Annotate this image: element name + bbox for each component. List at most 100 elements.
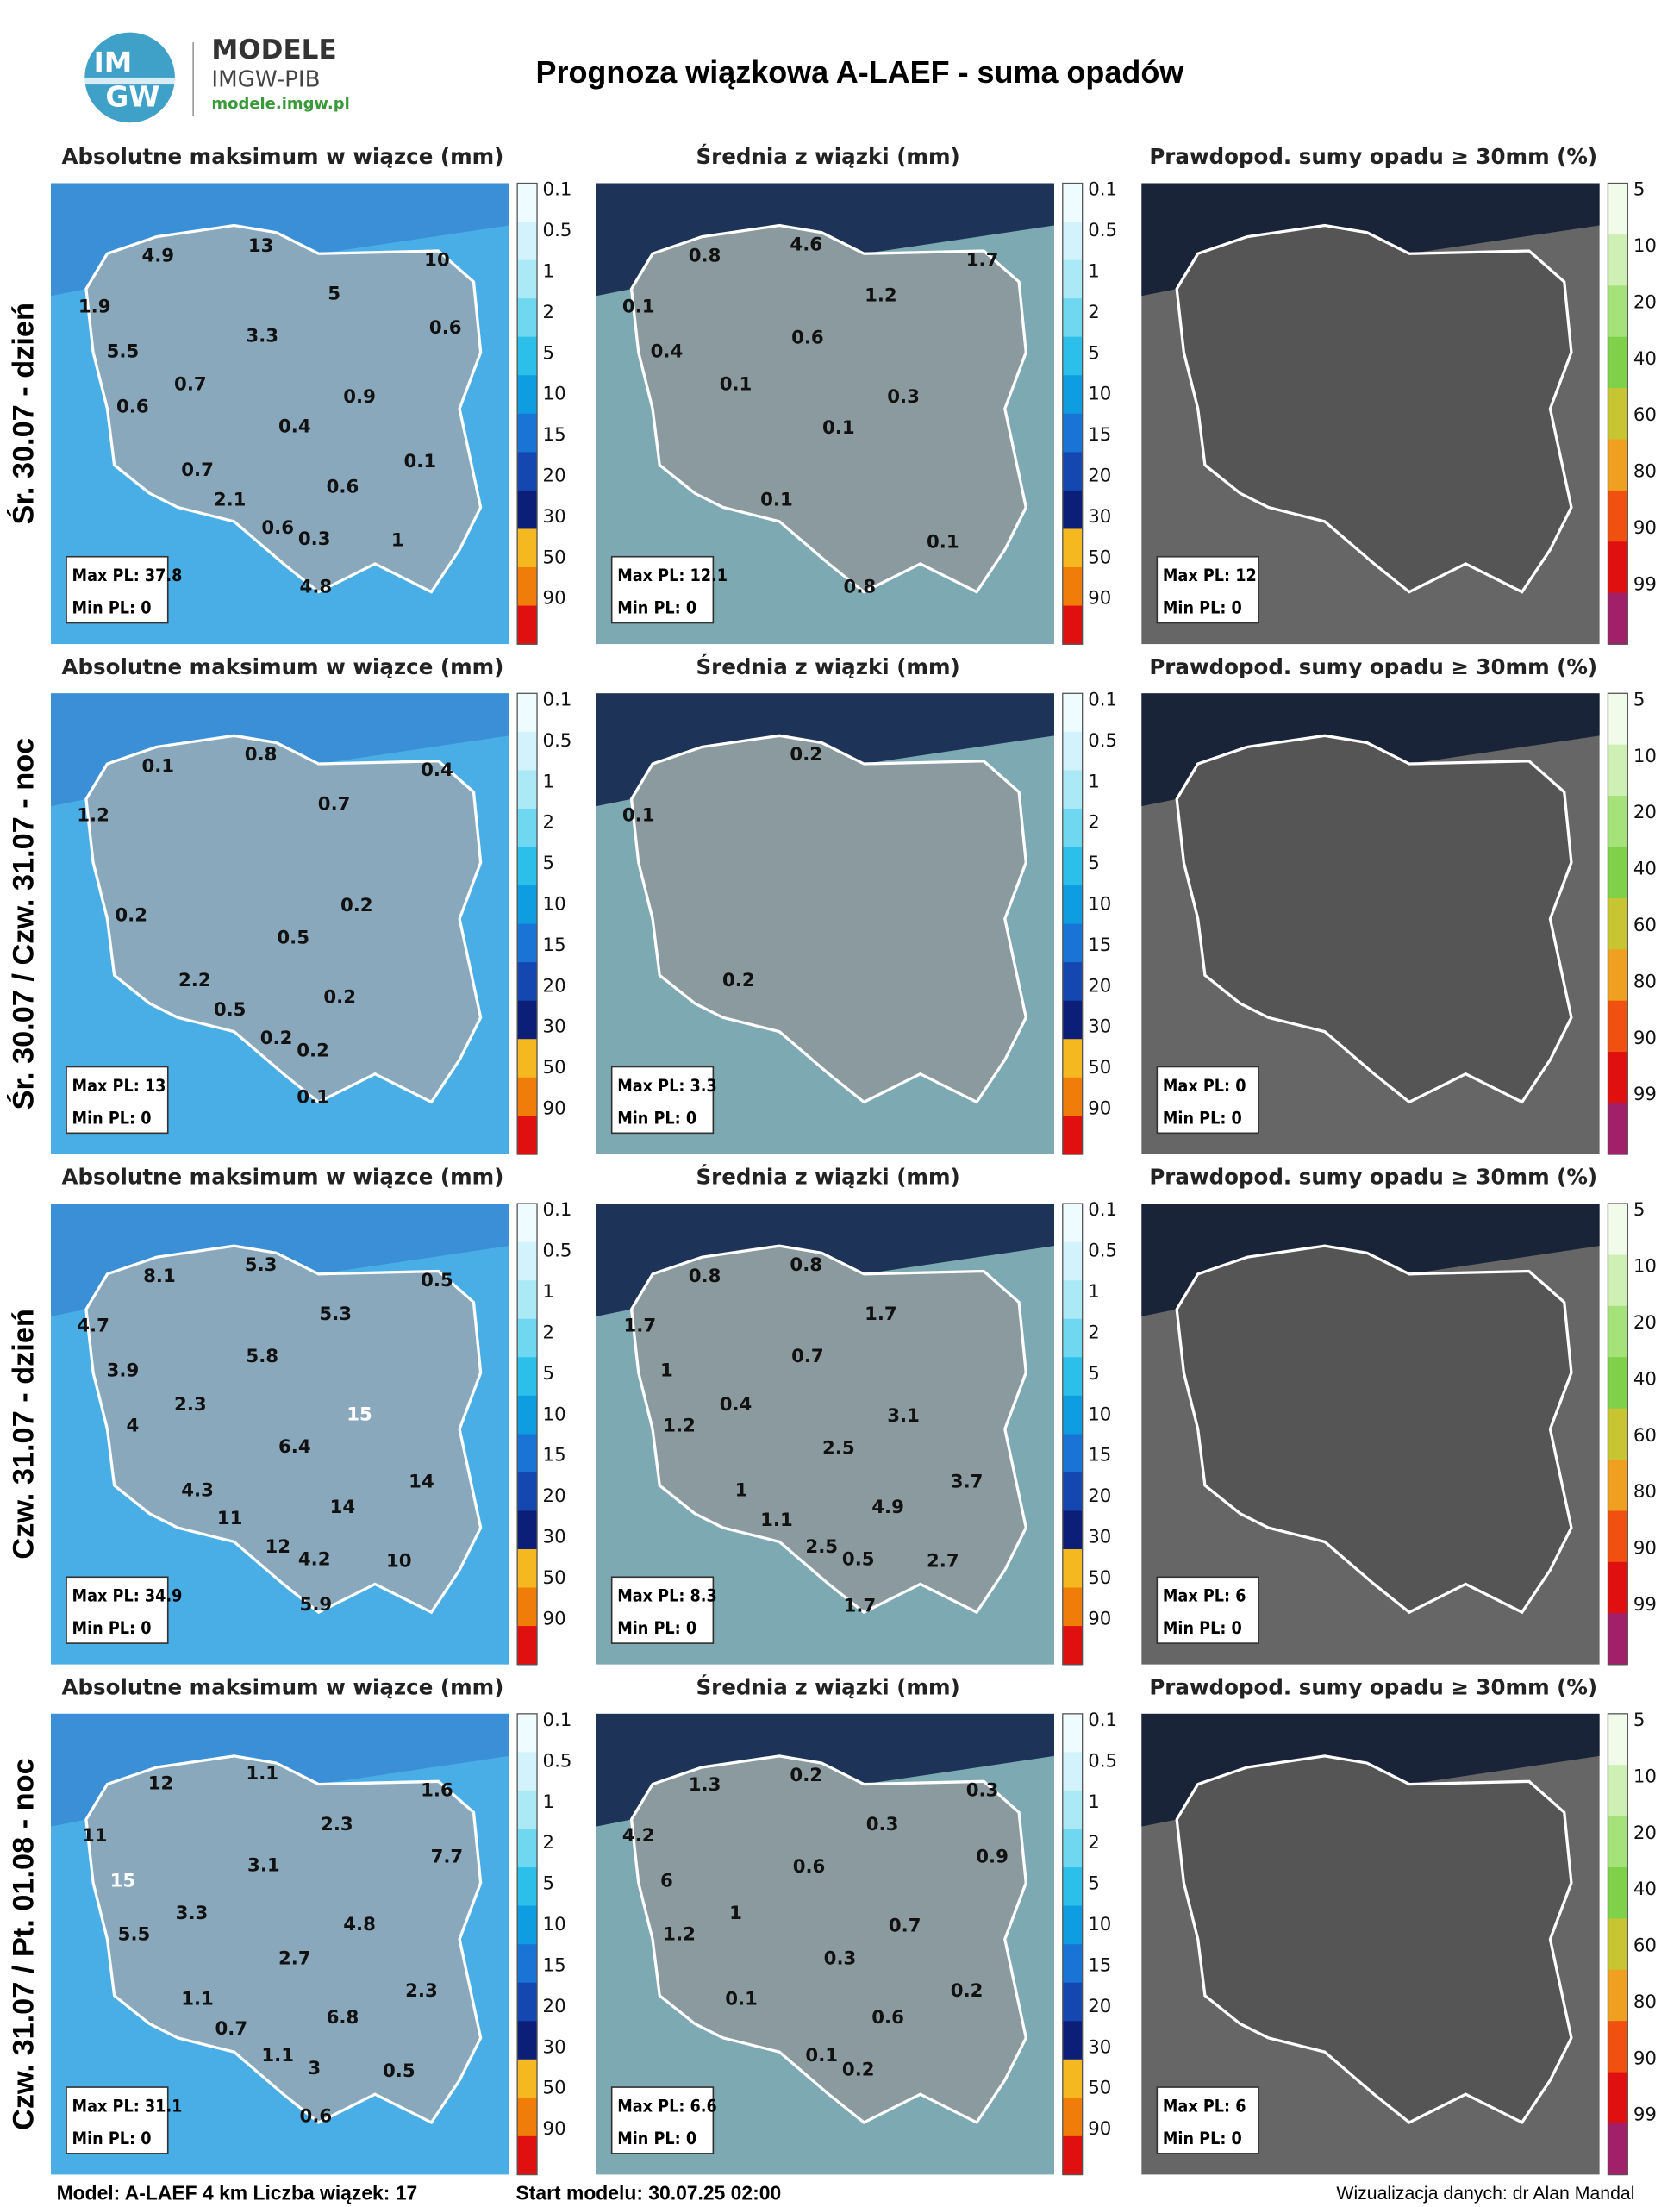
map-value: 0.7	[215, 2018, 247, 2040]
min-pl: Min PL: 0	[617, 598, 696, 618]
colorbar-label: 20	[1088, 1996, 1111, 2017]
colorbar-segment	[1608, 1052, 1628, 1104]
poland	[84, 1754, 483, 2125]
poland	[629, 734, 1028, 1104]
colorbar-segment	[517, 923, 538, 963]
colorbar-segment	[517, 413, 538, 453]
colorbar-segment	[1608, 1613, 1628, 1666]
min-pl: Min PL: 0	[72, 2129, 152, 2148]
colorbar-segment	[1062, 605, 1083, 645]
colorbar-label: 80	[1633, 1991, 1657, 2013]
footer-credit: Wizualizacja danych: dr Alan Mandal	[1336, 2183, 1634, 2204]
map-value: 2.2	[178, 970, 211, 991]
colorbar-segment	[1062, 1587, 1083, 1627]
info-box	[1156, 1576, 1259, 1644]
map-value: 3.3	[246, 326, 278, 347]
map-value: 0.1	[822, 417, 855, 439]
max-pl: Max PL: 8.3	[617, 1586, 717, 1606]
org: IMGW-PIB	[211, 67, 320, 93]
colorbar-segment	[1608, 592, 1628, 645]
colorbar-label: 90	[543, 1098, 566, 1120]
colorbar-segment	[1608, 1000, 1628, 1053]
colorbar-label: 90	[1633, 1538, 1657, 1560]
colorbar-segment	[1062, 1280, 1083, 1320]
panel-title: Absolutne maksimum w wiązce (mm)	[62, 654, 504, 679]
colorbar-frame	[1062, 692, 1084, 1155]
colorbar-segment	[517, 1867, 538, 1907]
map-value: 0.8	[689, 246, 721, 267]
colorbar-segment	[1608, 949, 1628, 1002]
panel-title: Prawdopod. sumy opadu ≥ 30mm (%)	[1149, 654, 1597, 679]
map-value: 1.1	[246, 1763, 278, 1785]
map-value: 0.8	[790, 1254, 822, 1276]
colorbar-segment	[517, 1548, 538, 1589]
colorbar-label: 10	[1088, 894, 1111, 916]
colorbar-label: 60	[1633, 1935, 1657, 1957]
map-value: 4.9	[141, 246, 174, 267]
colorbar-segment	[1062, 1548, 1083, 1589]
map-value: 15	[347, 1404, 372, 1425]
row-label: Czw. 31.07 / Pt. 01.08 - noc	[8, 1758, 41, 2130]
map-value: 0.1	[141, 755, 174, 777]
colorbar-label: 0.5	[543, 1241, 572, 1262]
map-value: 0.7	[174, 373, 207, 395]
colorbar-segment	[517, 1905, 538, 1945]
poland	[629, 1244, 1028, 1615]
map-value: 1	[735, 1480, 748, 1502]
map-value: 14	[409, 1472, 434, 1493]
map-value: 0.5	[421, 1270, 453, 1291]
info-box	[610, 1576, 715, 1644]
map-value: 2.5	[805, 1536, 838, 1558]
poland	[1175, 734, 1573, 1104]
colorbar-label: 10	[1088, 1914, 1111, 1935]
colorbar-segment	[1062, 1204, 1083, 1243]
colorbar-label: 90	[543, 2118, 566, 2140]
colorbar-segment	[517, 962, 538, 1002]
colorbar-frame	[1607, 1713, 1628, 2176]
colorbar-segment	[517, 731, 538, 772]
sea	[51, 1204, 509, 1316]
colorbar-label: 50	[1088, 547, 1111, 568]
map-value: 2.3	[405, 1980, 438, 2002]
colorbar-segment	[1062, 1510, 1083, 1550]
max-pl: Max PL: 12	[1163, 566, 1257, 585]
colorbar-segment	[1062, 298, 1083, 338]
colorbar-segment	[1062, 1626, 1083, 1666]
colorbar-label: 20	[1633, 1822, 1657, 1844]
colorbar-label: 20	[543, 466, 566, 487]
colorbar-segment	[517, 1626, 538, 1666]
colorbar-label: 10	[543, 384, 566, 405]
map-value: 5	[328, 284, 340, 305]
colorbar-segment	[1608, 1918, 1628, 1971]
colorbar-label: 10	[1633, 746, 1657, 767]
colorbar-segment	[517, 1077, 538, 1117]
info-box	[66, 1066, 169, 1135]
colorbar-segment	[517, 2059, 538, 2099]
map-value: 0.3	[824, 1948, 857, 1969]
map-value: 2.5	[822, 1438, 855, 1460]
map-value: 3.1	[247, 1854, 280, 1876]
info-box	[1156, 2086, 1259, 2154]
colorbar-segment	[1608, 2021, 1628, 2073]
colorbar-segment	[1062, 1905, 1083, 1945]
poland	[84, 1244, 483, 1615]
map-value: 1.7	[844, 1596, 877, 1617]
map-value: 8.1	[143, 1266, 176, 1287]
colorbar-segment	[1608, 2072, 1628, 2124]
map-value: 4.2	[622, 1825, 655, 1847]
colorbar-segment	[1062, 528, 1083, 568]
colorbar-segment	[1608, 490, 1628, 543]
map-value: 5.3	[319, 1304, 352, 1325]
map-value: 7.7	[431, 1847, 464, 1868]
map-value: 0.7	[181, 460, 214, 481]
colorbar-label: 50	[543, 2078, 566, 2099]
map-value: 1.2	[77, 805, 109, 827]
colorbar-label: 50	[543, 1567, 566, 1589]
min-pl: Min PL: 0	[72, 1618, 152, 1638]
sea	[1141, 693, 1600, 807]
colorbar-label: 2	[543, 1832, 555, 1854]
map-value: 0.9	[343, 386, 376, 408]
colorbar-label: 10	[1633, 235, 1657, 257]
colorbar-frame	[516, 1203, 538, 1666]
colorbar-segment	[1062, 375, 1083, 415]
